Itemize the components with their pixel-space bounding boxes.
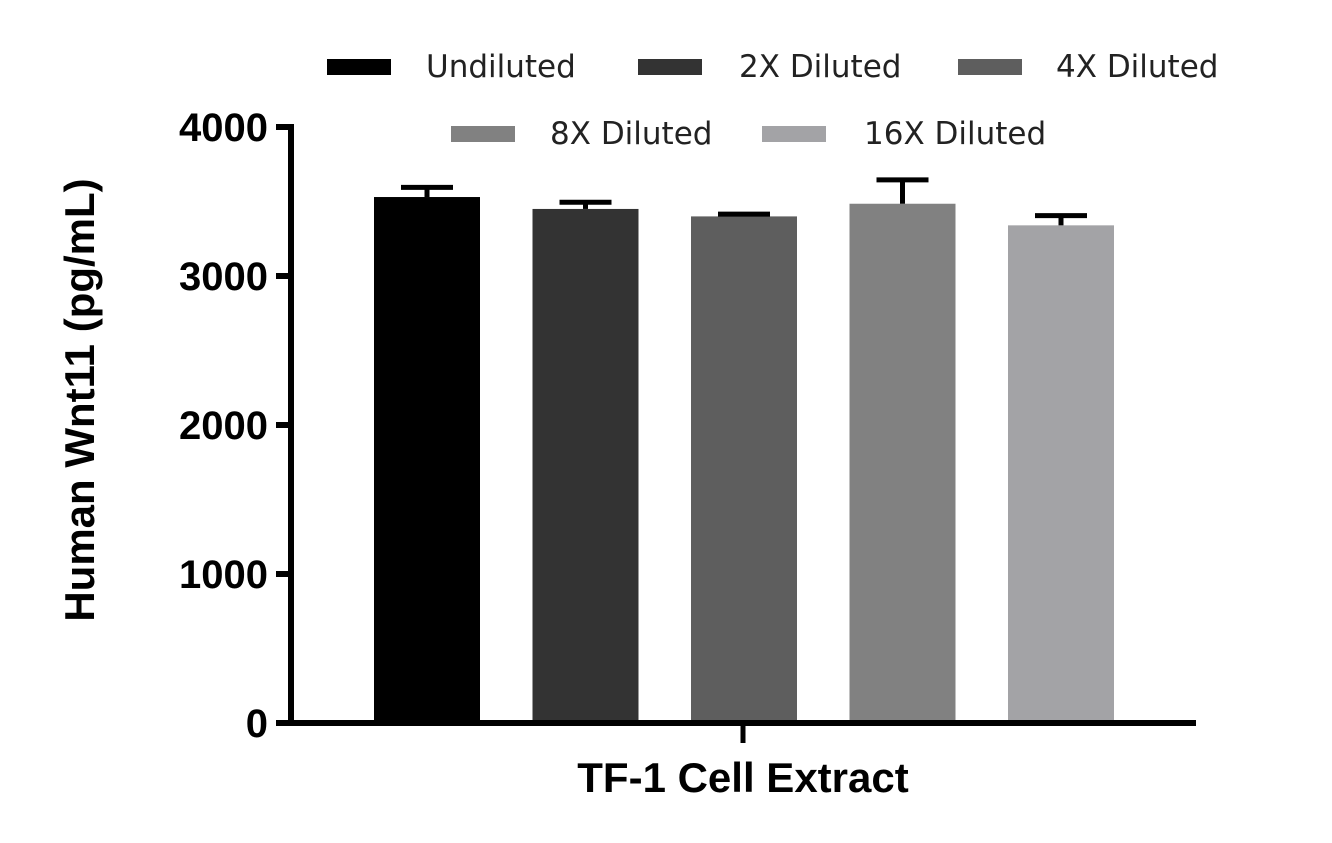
legend-swatch-undiluted — [327, 59, 391, 75]
legend-label-16x-diluted: 16X Diluted — [864, 116, 1046, 152]
bar-undiluted — [374, 197, 480, 723]
y-tick-label: 3000 — [179, 255, 268, 299]
legend-swatch-16x-diluted — [762, 126, 826, 142]
bar-16x-diluted — [1008, 225, 1114, 723]
legend-swatch-2x-diluted — [638, 59, 702, 75]
error-bars-group — [401, 177, 1087, 226]
y-tick-label: 0 — [246, 702, 268, 746]
bar-4x-diluted — [691, 216, 797, 723]
y-axis-title: Human Wnt11 (pg/mL) — [56, 178, 103, 621]
legend-label-4x-diluted: 4X Diluted — [1056, 49, 1218, 85]
bar-2x-diluted — [532, 208, 639, 723]
legend: Undiluted 2X Diluted 4X Diluted 8X Diluted 1… — [327, 49, 1218, 152]
y-tick-label: 4000 — [179, 106, 268, 150]
y-tick-label: 2000 — [179, 404, 268, 448]
bar-8x-diluted — [849, 203, 956, 724]
x-axis — [276, 720, 1196, 743]
y-tick-label: 1000 — [179, 553, 268, 597]
legend-label-8x-diluted: 8X Diluted — [550, 116, 712, 152]
bars-group — [374, 197, 1114, 724]
legend-label-2x-diluted: 2X Diluted — [739, 49, 901, 85]
legend-label-undiluted: Undiluted — [426, 49, 576, 85]
x-axis-title: TF-1 Cell Extract — [577, 754, 908, 801]
legend-swatch-4x-diluted — [958, 59, 1022, 75]
y-axis: 0 1000 2000 3000 4000 — [179, 106, 294, 746]
legend-swatch-8x-diluted — [451, 126, 515, 142]
